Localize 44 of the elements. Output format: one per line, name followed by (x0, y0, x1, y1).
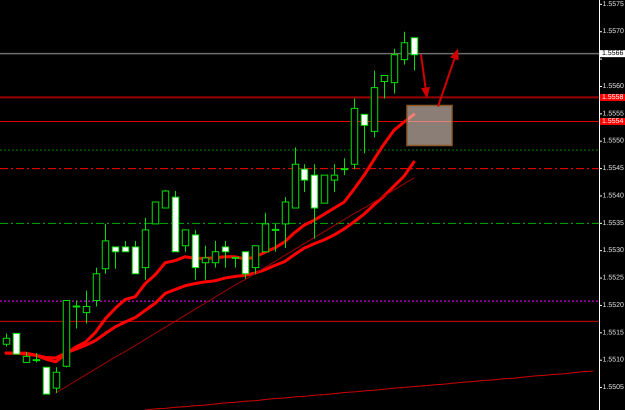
candlestick (52, 366, 60, 394)
candlestick (320, 174, 328, 204)
candlestick (72, 300, 80, 329)
candlestick (82, 290, 90, 324)
candlestick (370, 70, 378, 138)
candlestick (182, 229, 190, 252)
candlestick (192, 229, 200, 280)
candlestick (292, 146, 300, 209)
candlestick (272, 223, 280, 252)
candlestick (380, 75, 388, 100)
candlestick (132, 240, 140, 274)
candlestick (262, 212, 270, 252)
candlestick (172, 190, 180, 252)
candlestick (162, 189, 170, 209)
candlestick (202, 245, 210, 280)
candlestick (242, 251, 250, 280)
candlestick (360, 114, 368, 154)
candlestick (22, 351, 30, 363)
candlestick (102, 223, 110, 274)
candlestick (350, 98, 358, 170)
candlestick (122, 240, 130, 252)
candlestick (252, 245, 260, 274)
candlestick (62, 300, 70, 368)
candlestick (12, 332, 20, 355)
candlestick (310, 164, 318, 240)
candlestick (142, 217, 150, 280)
candlestick (330, 164, 338, 193)
line-series (144, 370, 594, 410)
candlestick (112, 246, 120, 270)
candlestick (2, 332, 10, 347)
candlestick (410, 37, 418, 72)
candlestick (32, 352, 40, 363)
candlestick (390, 48, 398, 94)
candlestick (222, 240, 230, 268)
candlestick (282, 196, 290, 248)
candlestick (300, 164, 308, 193)
candlestick (42, 366, 50, 395)
candlestick (212, 240, 220, 268)
candlestick (340, 158, 348, 176)
candlestick (400, 31, 408, 66)
candlestick (92, 267, 100, 308)
candlestick (152, 201, 160, 224)
line-series (55, 177, 414, 394)
candlestick (232, 256, 240, 268)
